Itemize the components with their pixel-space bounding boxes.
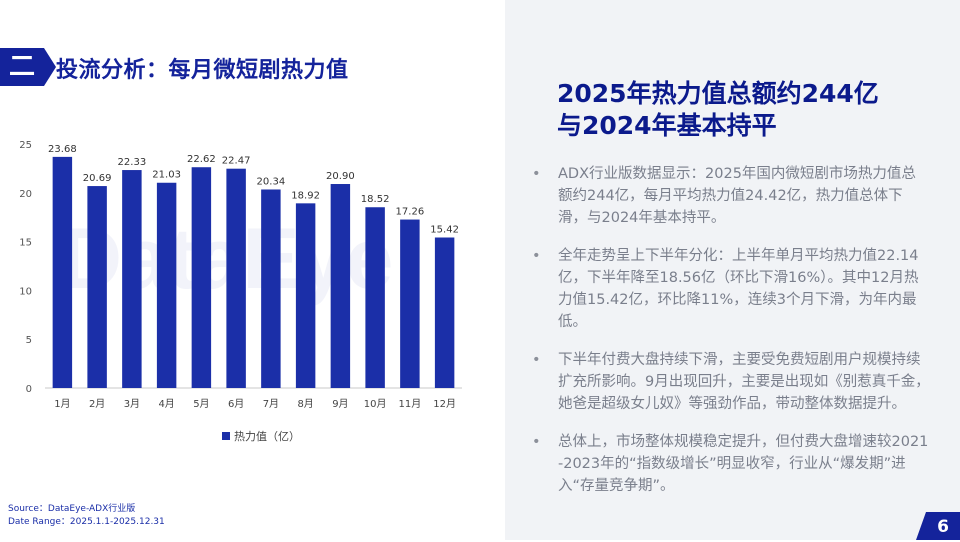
y-tick-label: 0 — [26, 384, 32, 395]
x-tick-label: 11月 — [399, 398, 422, 410]
x-tick-label: 9月 — [332, 398, 348, 410]
data-label: 22.47 — [222, 156, 251, 167]
y-tick-label: 10 — [19, 286, 32, 297]
bar — [226, 168, 246, 388]
x-tick-label: 2月 — [89, 398, 105, 410]
headline-line-1: 2025年热力值总额约244亿 — [557, 79, 879, 108]
bar — [122, 170, 142, 388]
bullet-item: 总体上，市场整体规模稳定提升，但付费大盘增速较2021 -2023年的“指数级增… — [530, 431, 930, 497]
source-note: Source：DataEye-ADX行业版 Date Range：2025.1.… — [8, 503, 165, 529]
monthly-heat-bar-chart: 0 5 10 15 20 25 23.68 1月 20.69 2月 22.33 3月 21.03 4月 22… — [19, 140, 462, 443]
headline: 2025年热力值总额约244亿 与2024年基本持平 — [557, 78, 879, 142]
y-tick-label: 20 — [19, 189, 32, 200]
bar — [52, 156, 73, 388]
bar — [261, 189, 281, 388]
date-range-line: Date Range：2025.1.1-2025.12.31 — [8, 517, 165, 527]
bullet-item: ADX行业版数据显示：2025年国内微短剧市场热力值总额约244亿，每月平均热力… — [530, 163, 930, 229]
chart-panel — [0, 0, 505, 540]
data-label: 18.52 — [361, 194, 390, 205]
data-label: 15.42 — [430, 225, 459, 236]
data-label: 20.90 — [326, 171, 355, 182]
x-tick-label: 12月 — [433, 398, 456, 410]
bar — [400, 219, 420, 388]
bar — [365, 207, 385, 388]
y-tick-label: 5 — [26, 335, 32, 346]
source-line: Source：DataEye-ADX行业版 — [8, 504, 136, 514]
bar — [295, 203, 316, 388]
legend-swatch — [222, 432, 230, 440]
x-tick-label: 6月 — [228, 398, 244, 410]
x-tick-label: 8月 — [297, 398, 313, 410]
headline-line-2: 与2024年基本持平 — [557, 111, 777, 140]
y-tick-label: 25 — [19, 140, 32, 151]
data-label: 20.34 — [257, 176, 286, 187]
data-label: 17.26 — [396, 207, 425, 218]
bar — [87, 186, 107, 388]
data-label: 20.69 — [83, 173, 112, 184]
x-tick-label: 10月 — [364, 398, 387, 410]
y-tick-label: 15 — [19, 238, 32, 249]
data-label: 22.62 — [187, 154, 216, 165]
bar — [330, 184, 351, 388]
x-tick-label: 5月 — [193, 398, 209, 410]
x-tick-label: 1月 — [54, 398, 70, 410]
bar — [434, 237, 455, 388]
data-label: 21.03 — [152, 170, 181, 181]
bullet-item: 全年走势呈上下半年分化：上半年单月平均热力值22.14亿，下半年降至18.56亿… — [530, 245, 930, 333]
bullet-list: ADX行业版数据显示：2025年国内微短剧市场热力值总额约244亿，每月平均热力… — [530, 163, 930, 513]
section-badge: 二 — [0, 48, 56, 86]
bar — [156, 182, 177, 388]
bullet-item: 下半年付费大盘持续下滑，主要受免费短剧用户规模持续扩充所影响。9月出现回升，主要… — [530, 349, 930, 415]
data-label: 18.92 — [291, 190, 320, 201]
x-tick-label: 4月 — [158, 398, 174, 410]
page-number: 6 — [916, 512, 960, 540]
bar — [191, 167, 212, 388]
x-tick-label: 3月 — [124, 398, 140, 410]
data-label: 23.68 — [48, 144, 77, 155]
legend-label: 热力值（亿） — [234, 430, 300, 443]
data-label: 22.33 — [118, 157, 147, 168]
x-tick-label: 7月 — [263, 398, 279, 410]
page-title: 投流分析：每月微短剧热力值 — [56, 58, 349, 83]
